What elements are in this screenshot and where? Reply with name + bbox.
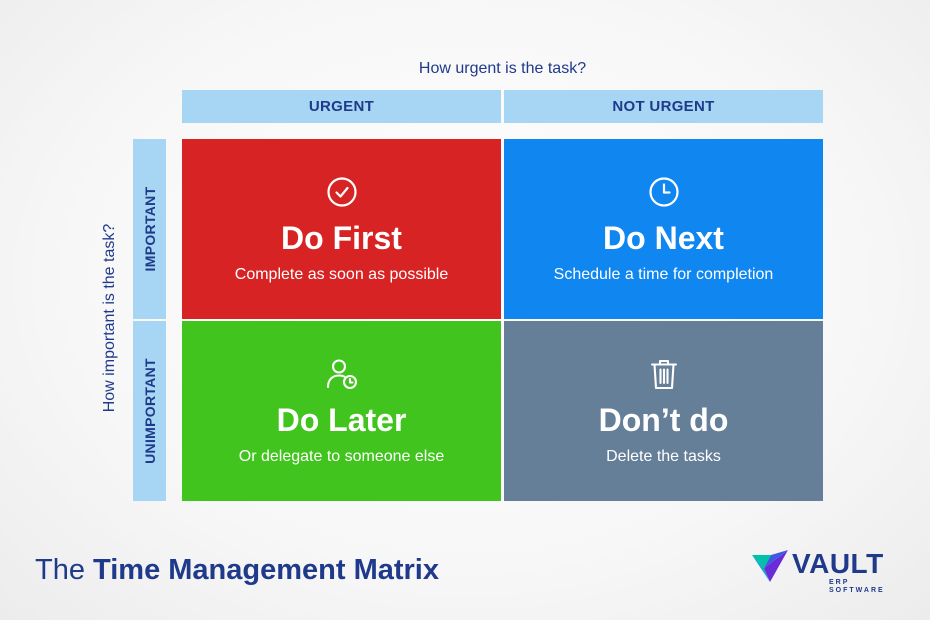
user-clock-icon: [325, 357, 359, 391]
vault-logo: VAULT ERP SOFTWARE: [751, 548, 901, 594]
quadrant-subtitle: Schedule a time for completion: [553, 266, 774, 283]
quadrant-title: Don’t do: [598, 402, 729, 438]
quadrant-subtitle: Delete the tasks: [606, 448, 721, 465]
trash-icon: [647, 357, 681, 391]
urgency-axis-title: How urgent is the task?: [418, 60, 587, 77]
quadrant-title: Do Later: [276, 402, 407, 438]
quadrant-title: Do Next: [603, 220, 724, 256]
vault-logo-tagline: ERP SOFTWARE: [829, 579, 885, 594]
quadrant-do-next: Do Next Schedule a time for completion: [504, 139, 823, 319]
check-circle-icon: [325, 175, 359, 209]
vault-logo-name: VAULT: [792, 548, 884, 579]
page-title-prefix: The: [35, 554, 94, 586]
quadrant-title: Do First: [281, 220, 402, 256]
quadrant-dont-do: Don’t do Delete the tasks: [504, 321, 823, 501]
quadrant-subtitle: Or delegate to someone else: [238, 448, 445, 465]
page-title: The Time Management Matrix: [35, 552, 439, 588]
vault-logo-mark-icon: [751, 548, 789, 586]
page-title-bold: Time Management Matrix: [93, 554, 439, 586]
quadrant-do-first: Do First Complete as soon as possible: [182, 139, 501, 319]
column-header-urgent: URGENT: [182, 90, 501, 123]
row-header-unimportant-label: UNIMPORTANT: [141, 358, 158, 464]
row-header-important-label: IMPORTANT: [141, 186, 158, 272]
quadrant-do-later: Do Later Or delegate to someone else: [182, 321, 501, 501]
quadrant-subtitle: Complete as soon as possible: [234, 266, 449, 283]
column-header-not-urgent: NOT URGENT: [504, 90, 823, 123]
row-header-important: IMPORTANT: [133, 139, 166, 319]
row-header-unimportant: UNIMPORTANT: [133, 321, 166, 501]
importance-axis-title: How important is the task?: [101, 223, 118, 413]
clock-icon: [647, 175, 681, 209]
